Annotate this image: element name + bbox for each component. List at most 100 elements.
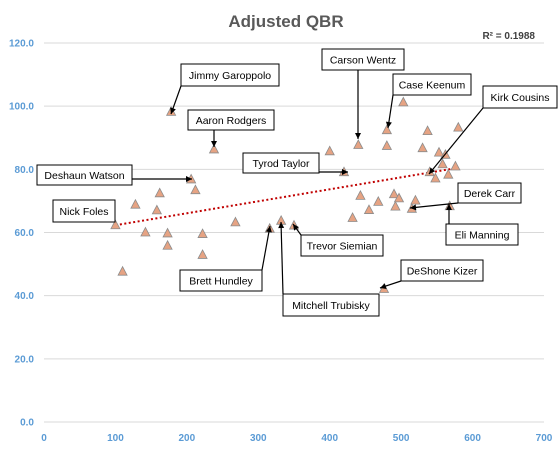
data-point [373, 196, 384, 206]
data-point [437, 158, 448, 169]
data-point [140, 226, 151, 237]
leader-arrowhead [278, 222, 285, 229]
annotation-label: Jimmy Garoppolo [189, 70, 271, 82]
x-tick-label: 700 [536, 433, 553, 444]
annotation-label: Tyrod Taylor [253, 158, 310, 170]
data-point [110, 219, 121, 230]
leader-line [409, 202, 459, 209]
annotation-box [36, 164, 133, 186]
x-tick-label: 400 [321, 433, 338, 444]
leader-arrowhead [293, 224, 299, 231]
annotation-box [445, 223, 519, 246]
x-tick-label: 200 [179, 433, 196, 444]
trendline-group [115, 166, 459, 227]
data-point [381, 140, 393, 150]
leader-line [428, 107, 484, 175]
data-point [363, 204, 375, 214]
annotation-box [282, 293, 380, 317]
x-tick-label: 500 [393, 433, 410, 444]
data-point [130, 198, 141, 209]
data-point [443, 168, 454, 179]
data-point [430, 172, 441, 183]
annotation-label: Brett Hundley [189, 275, 253, 287]
annotation-label: Aaron Rodgers [196, 115, 267, 127]
x-tick-label: 300 [250, 433, 267, 444]
annotation-box [52, 199, 116, 223]
annotation-label: Mitchell Trubisky [292, 300, 370, 312]
data-point [190, 184, 201, 195]
annotation-label: Deshaun Watson [44, 170, 124, 182]
annotation-label: DeShone Kizer [407, 265, 478, 277]
data-point [230, 216, 241, 227]
leader-arrowhead [380, 283, 387, 289]
data-point [347, 212, 358, 222]
annotation-box [457, 182, 522, 204]
annotation-label: Eli Manning [455, 229, 510, 241]
leader-arrowhead [446, 204, 452, 210]
data-point [453, 121, 464, 132]
leader-arrowhead [265, 226, 272, 233]
data-point [208, 143, 220, 154]
data-point [162, 227, 173, 238]
data-point [422, 125, 433, 136]
data-point [450, 160, 461, 171]
data-point [324, 145, 335, 156]
data-point [390, 200, 401, 211]
y-tick-label: 0.0 [20, 418, 34, 429]
annotation-label: Carson Wentz [330, 54, 396, 66]
data-point [393, 192, 405, 203]
data-point [355, 190, 366, 200]
leader-line [280, 221, 284, 295]
leader-line [261, 225, 271, 271]
data-point [162, 239, 173, 250]
y-tick-label: 40.0 [15, 291, 35, 302]
annotation-box [187, 109, 275, 131]
leader-arrowhead [410, 204, 417, 211]
leader-arrowhead [211, 141, 217, 147]
y-tick-label: 80.0 [15, 165, 35, 176]
data-point [154, 187, 165, 198]
leader-arrowhead [186, 176, 192, 182]
annotation-label: Trevor Siemian [307, 240, 378, 252]
data-point [353, 139, 364, 149]
data-point [417, 142, 428, 153]
y-tick-label: 60.0 [15, 228, 35, 239]
axes: 0.0 20.0 40.0 60.0 80.0 100.0 120.0 0 100 200 300 4… [9, 39, 553, 445]
annotation-label: Case Keenum [399, 79, 466, 91]
annotation-box [400, 259, 484, 282]
leader-arrowhead [385, 121, 392, 128]
data-point [381, 124, 393, 135]
r-squared-label: R² = 0.1988 [482, 31, 535, 42]
data-point [433, 146, 445, 157]
y-tick-label: 100.0 [9, 102, 34, 113]
leader-arrowhead [355, 133, 361, 139]
annotation-box [482, 85, 558, 109]
annotation-label: Derek Carr [464, 188, 516, 200]
x-tick-label: 0 [41, 433, 47, 444]
data-point [197, 228, 208, 238]
data-point [388, 188, 400, 199]
annotation-box [242, 152, 320, 174]
annotation-box [179, 269, 263, 292]
annotation-box [300, 234, 384, 257]
y-tick-label: 20.0 [15, 354, 35, 365]
annotation-label: Nick Foles [59, 206, 108, 218]
data-point [410, 194, 421, 205]
annotation-box [392, 73, 472, 96]
data-point [117, 265, 128, 276]
trendline [115, 166, 459, 227]
annotation-labels: Jimmy Garoppolo Aaron Rodgers Carson Wentz… [36, 48, 558, 317]
y-tick-label: 120.0 [9, 39, 34, 50]
annotation-label: Kirk Cousins [491, 92, 550, 104]
annotation-box [321, 48, 405, 71]
leader-arrowhead [342, 169, 348, 175]
annotation-box [180, 63, 280, 87]
data-point [151, 204, 163, 215]
leader-arrowhead [170, 107, 176, 114]
x-tick-label: 600 [464, 433, 481, 444]
data-point [398, 96, 409, 107]
data-point [197, 249, 208, 259]
x-tick-label: 100 [107, 433, 124, 444]
chart-title: Adjusted QBR [228, 12, 343, 31]
